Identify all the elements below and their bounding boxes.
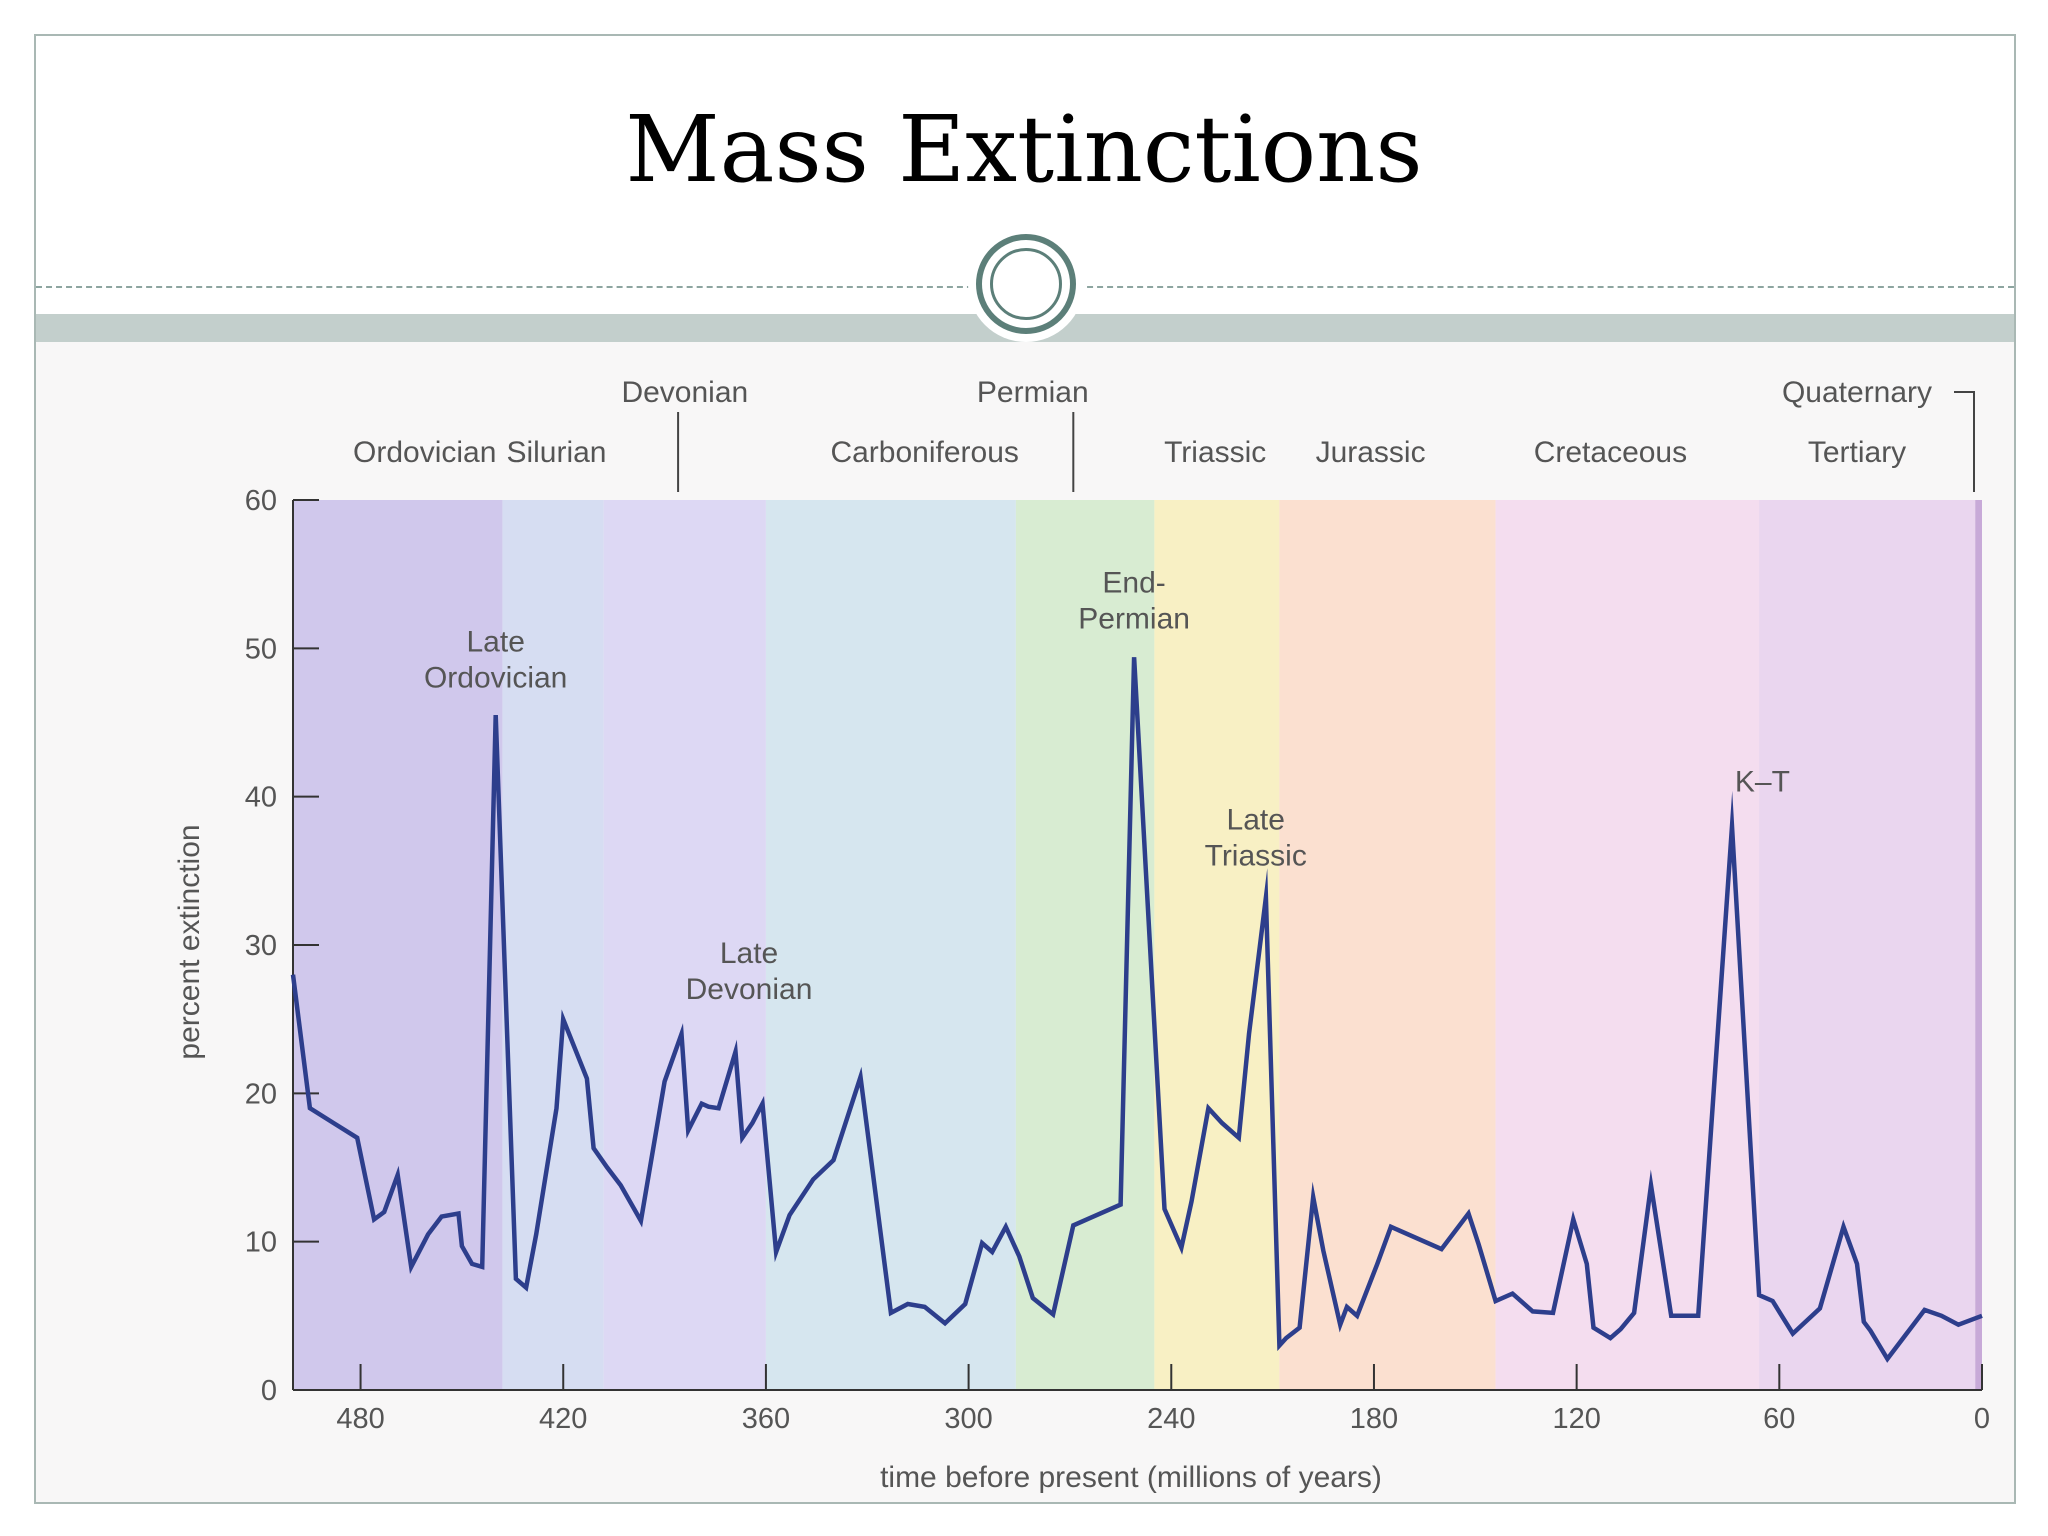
period-label-devonian: Devonian	[621, 376, 748, 409]
x-tick-label-0: 0	[1974, 1403, 1990, 1435]
period-label-silurian: Silurian	[506, 436, 606, 469]
period-label-triassic: Triassic	[1164, 436, 1266, 469]
period-label-ordovician: Ordovician	[353, 436, 496, 469]
period-band-jurassic	[1279, 500, 1496, 1390]
period-label-permian: Permian	[977, 376, 1089, 409]
y-tick-label-20: 20	[245, 1078, 277, 1110]
period-label-carboniferous: Carboniferous	[830, 436, 1018, 469]
annotation-k-t: K–T	[1735, 766, 1790, 799]
annotation-line: Ordovician	[424, 662, 567, 695]
x-tick-label-240: 240	[1147, 1403, 1195, 1435]
y-tick-label-50: 50	[245, 633, 277, 665]
period-band-ordovician	[293, 500, 503, 1390]
slide-title: Mass Extinctions	[625, 96, 1423, 203]
annotation-line: End-	[1102, 566, 1165, 599]
period-band-silurian	[502, 500, 604, 1390]
annotation-late-triassic: Late Triassic	[1205, 804, 1307, 873]
series-line-0	[290, 657, 1983, 1363]
annotation-line: Triassic	[1205, 840, 1307, 873]
annotation-line: Late	[1227, 804, 1285, 837]
x-axis-label: time before present (millions of years)	[880, 1461, 1382, 1494]
period-label-tertiary: Tertiary	[1808, 436, 1906, 469]
annotation-line: Devonian	[686, 973, 813, 1006]
x-tick-label-360: 360	[742, 1403, 790, 1435]
period-band-tertiary	[1759, 500, 1976, 1390]
divider-circle-inner-icon	[990, 248, 1062, 320]
annotation-line: Permian	[1078, 602, 1190, 635]
y-tick-label-60: 60	[245, 485, 277, 517]
period-label-jurassic: Jurassic	[1316, 436, 1426, 469]
x-tick-label-120: 120	[1552, 1403, 1600, 1435]
period-band-devonian	[603, 500, 766, 1390]
quaternary-bracket	[1954, 391, 1975, 492]
annotation-line: Late	[466, 626, 524, 659]
annotation-line: Late	[720, 937, 778, 970]
period-band-quaternary	[1975, 500, 1982, 1390]
chart-axes: 0 10 20 30 40 50 60 480 420 360 300 240 180 120 60 0	[245, 485, 1990, 1435]
annotation-late-ordovician: Late Ordovician	[424, 626, 567, 695]
x-tick-label-420: 420	[539, 1403, 587, 1435]
extinction-chart: Ordovician Silurian Devonian Carboniferous P…	[36, 342, 2014, 1502]
series-layer	[290, 657, 1983, 1363]
period-band-permian	[1015, 500, 1155, 1390]
period-label-quaternary: Quaternary	[1782, 376, 1932, 409]
x-tick-label-60: 60	[1763, 1403, 1795, 1435]
x-tick-label-300: 300	[944, 1403, 992, 1435]
y-tick-label-0: 0	[261, 1375, 277, 1407]
period-band-cretaceous	[1495, 500, 1760, 1390]
x-tick-label-480: 480	[336, 1403, 384, 1435]
annotation-line: K–T	[1735, 766, 1790, 799]
period-labels: Ordovician Silurian Devonian Carboniferous P…	[353, 376, 1975, 492]
period-band-carboniferous	[765, 500, 1016, 1390]
annotation-end-permian: End-Permian	[1078, 566, 1190, 635]
y-axis-label: percent extinction	[173, 824, 206, 1059]
y-tick-label-10: 10	[245, 1227, 277, 1259]
annotation-late-devonian: Late Devonian	[686, 937, 813, 1006]
x-tick-label-180: 180	[1350, 1403, 1398, 1435]
y-tick-label-30: 30	[245, 930, 277, 962]
y-tick-label-40: 40	[245, 782, 277, 814]
period-label-cretaceous: Cretaceous	[1534, 436, 1687, 469]
